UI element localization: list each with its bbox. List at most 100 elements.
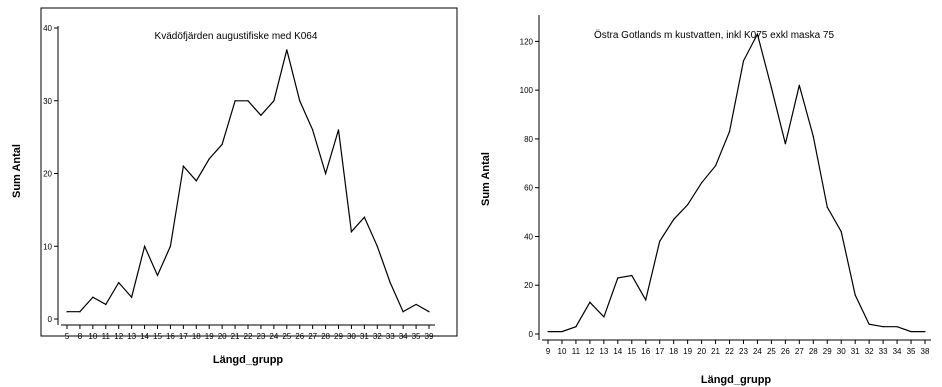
data-point xyxy=(208,158,210,160)
x-tick-label: 19 xyxy=(205,332,214,341)
data-point xyxy=(784,143,786,145)
y-tick-label: 80 xyxy=(524,135,533,144)
x-axis-title: Längd_grupp xyxy=(701,374,772,386)
x-tick-label: 29 xyxy=(823,347,832,356)
x-tick-label: 26 xyxy=(781,347,790,356)
x-tick-label: 14 xyxy=(613,347,622,356)
x-tick-label: 5 xyxy=(65,332,70,341)
y-tick-label: 10 xyxy=(43,242,52,251)
x-tick-label: 23 xyxy=(739,347,748,356)
x-tick-label: 30 xyxy=(347,332,356,341)
data-point xyxy=(645,299,647,301)
x-tick-label: 13 xyxy=(599,347,608,356)
data-point xyxy=(826,206,828,208)
x-tick-label: 30 xyxy=(837,347,846,356)
chart-left: Kvädöfjärden augustifiske med K064 Sum A… xyxy=(11,7,458,366)
x-tick-label: 28 xyxy=(321,332,330,341)
x-tick-label: 18 xyxy=(192,332,201,341)
series-line xyxy=(548,32,925,333)
data-point xyxy=(687,204,689,206)
data-point xyxy=(105,303,107,306)
data-point xyxy=(673,218,675,220)
x-tick-label: 20 xyxy=(218,332,227,341)
data-point xyxy=(79,311,81,313)
x-tick-label: 38 xyxy=(921,347,930,356)
x-tick-label: 16 xyxy=(166,332,175,341)
x-tick-label: 11 xyxy=(572,347,581,356)
data-point xyxy=(182,165,184,167)
x-tick-label: 17 xyxy=(655,347,664,356)
x-tick-label: 33 xyxy=(879,347,888,356)
data-point xyxy=(812,135,814,138)
x-tick-label: 34 xyxy=(893,347,902,356)
x-axis-title: Längd_grupp xyxy=(213,354,284,366)
x-tick-label: 14 xyxy=(140,332,149,341)
x-tick-label: 39 xyxy=(425,332,434,341)
y-tick-label: 20 xyxy=(524,281,533,290)
data-point xyxy=(896,326,898,328)
x-tick-label: 25 xyxy=(767,347,776,356)
x-tick-label: 12 xyxy=(585,347,594,356)
x-tick-label: 27 xyxy=(795,347,804,356)
x-tick-label: 23 xyxy=(256,332,265,341)
series-line xyxy=(67,49,430,313)
y-tick-label: 0 xyxy=(48,315,53,324)
data-point xyxy=(337,129,340,131)
data-point xyxy=(840,230,842,233)
data-point xyxy=(247,100,249,102)
data-point xyxy=(854,294,856,296)
data-point xyxy=(312,129,314,131)
x-tick-label: 15 xyxy=(153,332,162,341)
y-tick-label: 120 xyxy=(520,37,534,46)
data-point xyxy=(350,231,353,233)
data-point xyxy=(299,100,301,102)
data-point xyxy=(868,323,870,325)
x-tick-label: 35 xyxy=(907,347,916,356)
data-point xyxy=(156,274,159,276)
data-point xyxy=(575,326,577,328)
data-point xyxy=(924,330,926,333)
x-tick-label: 22 xyxy=(725,347,734,356)
y-tick-label: 100 xyxy=(520,86,534,95)
x-tick-label: 24 xyxy=(269,332,278,341)
y-axis-title: Sum Antal xyxy=(480,152,492,206)
x-tick-label: 33 xyxy=(386,332,395,341)
data-point xyxy=(376,245,378,247)
x-tick-label: 21 xyxy=(711,347,720,356)
x-tick-label: 28 xyxy=(809,347,818,356)
y-axis-title: Sum Antal xyxy=(11,144,23,198)
x-tick-label: 31 xyxy=(851,347,860,356)
x-tick-label: 34 xyxy=(399,332,408,341)
chart-title: Kvädöfjärden augustifiske med K064 xyxy=(155,31,318,42)
x-tick-label: 17 xyxy=(179,332,188,341)
x-tick-label: 10 xyxy=(558,347,567,356)
x-tick-label: 27 xyxy=(308,332,317,341)
data-point xyxy=(631,274,633,277)
x-tick-label: 32 xyxy=(865,347,874,356)
x-tick-label: 11 xyxy=(102,332,111,341)
data-point xyxy=(273,100,275,102)
x-tick-label: 25 xyxy=(282,332,291,341)
data-point xyxy=(92,296,94,298)
data-point xyxy=(742,60,745,62)
data-point xyxy=(131,296,133,298)
data-point xyxy=(882,326,884,328)
y-tick-label: 0 xyxy=(529,330,534,339)
data-point xyxy=(221,143,223,145)
x-tick-label: 29 xyxy=(334,332,343,341)
data-point xyxy=(428,311,430,313)
data-point xyxy=(798,84,800,86)
data-point xyxy=(547,330,549,333)
data-point xyxy=(234,100,236,102)
x-tick-label: 15 xyxy=(627,347,636,356)
data-point xyxy=(910,330,912,333)
data-point xyxy=(402,311,404,313)
x-tick-label: 20 xyxy=(697,347,706,356)
data-point xyxy=(195,180,197,182)
x-tick-label: 8 xyxy=(78,332,83,341)
data-point xyxy=(603,316,605,318)
data-point xyxy=(561,330,563,333)
data-point xyxy=(389,282,391,284)
chart-title: Östra Gotlands m kustvatten, inkl K075 e… xyxy=(594,29,835,41)
